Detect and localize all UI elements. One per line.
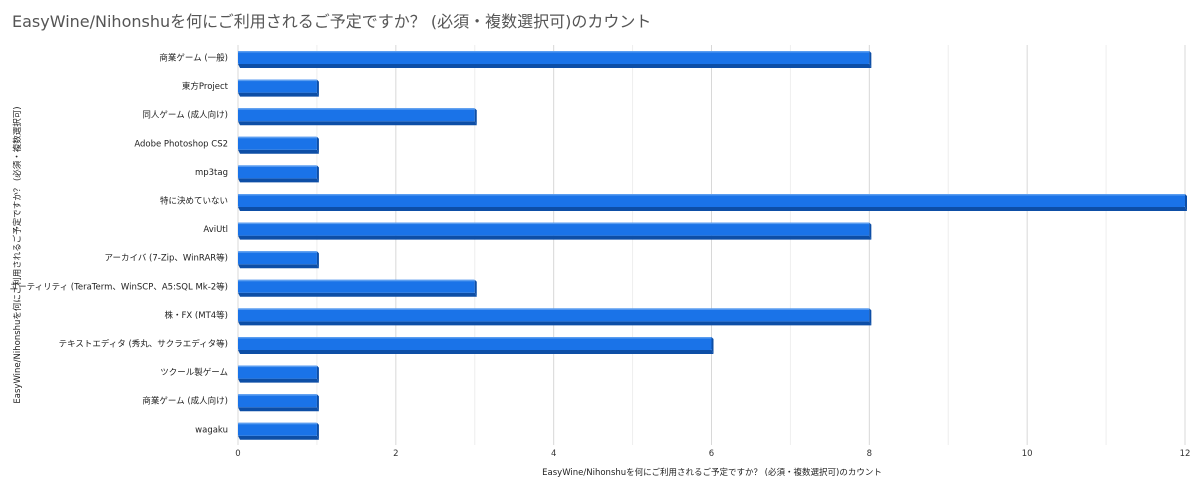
bar-front-face [238, 51, 870, 64]
bar-front-face [238, 79, 317, 93]
bar-end-face [474, 279, 477, 297]
bar-bottom-face [238, 64, 872, 68]
bar-end-face [316, 79, 319, 97]
bar-bottom-face [238, 121, 477, 126]
category-label-5: 特に決めていない [160, 196, 228, 207]
bar-end-face [869, 51, 872, 68]
bar-9 [238, 308, 872, 326]
category-label-7: アーカイバ (7-Zip、WinRAR等) [105, 253, 228, 264]
bar-bottom-face [238, 235, 872, 240]
bar-3 [238, 136, 319, 154]
bar-bottom-face [238, 207, 1187, 211]
bar-highlight [238, 194, 1185, 196]
bar-front-face [238, 365, 317, 379]
bar-highlight [238, 337, 712, 339]
bar-bottom-face [238, 292, 477, 297]
bar-7 [238, 251, 319, 269]
category-label-0: 商業ゲーム (一般) [159, 53, 228, 64]
bar-0 [238, 51, 872, 68]
bar-front-face [238, 337, 712, 350]
bar-2 [238, 108, 477, 126]
bar-highlight [238, 251, 317, 253]
bar-bottom-face [238, 149, 319, 154]
bar-bottom-face [238, 350, 714, 354]
bar-bottom-face [238, 178, 319, 183]
bar-bottom-face [238, 435, 319, 440]
bar-bottom-face [238, 378, 319, 383]
category-label-10: テキストエディタ (秀丸、サクラエディタ等) [59, 339, 228, 350]
bar-end-face [474, 108, 477, 126]
category-label-6: AviUtl [203, 225, 228, 235]
bar-end-face [316, 251, 319, 269]
bar-highlight [238, 365, 317, 368]
bar-highlight [238, 222, 870, 225]
bar-highlight [238, 136, 317, 139]
bar-end-face [316, 422, 319, 440]
gridlines [237, 45, 1186, 445]
bar-front-face [238, 394, 317, 408]
bar-front-face [238, 308, 870, 322]
bar-end-face [316, 365, 319, 383]
x-tick-label-4: 8 [867, 449, 872, 459]
bar-end-face [869, 308, 872, 326]
bar-front-face [238, 165, 317, 179]
bar-12 [238, 394, 319, 412]
category-labels: 商業ゲーム (一般) 東方Project 同人ゲーム (成人向け) Adobe Pho… [10, 53, 229, 436]
bar-highlight [238, 79, 317, 82]
bars [238, 51, 1187, 440]
bar-end-face [711, 337, 714, 354]
x-tick-label-6: 12 [1180, 449, 1191, 459]
bar-highlight [238, 308, 870, 310]
bar-end-face [869, 222, 872, 240]
bar-bottom-face [238, 92, 319, 97]
bar-front-face [238, 194, 1185, 207]
x-tick-label-0: 0 [235, 449, 240, 459]
bar-highlight [238, 51, 870, 53]
x-tick-label-5: 10 [1022, 449, 1033, 459]
bar-end-face [316, 136, 319, 154]
bar-10 [238, 337, 714, 354]
bar-highlight [238, 279, 475, 282]
category-label-1: 東方Project [182, 81, 229, 92]
bar-bottom-face [238, 321, 872, 326]
y-axis-title: EasyWine/Nihonshuを何にご利用されるご予定ですか？ (必須・複数… [12, 106, 23, 403]
bar-4 [238, 165, 319, 183]
x-tick-label-2: 4 [551, 449, 556, 459]
category-label-2: 同人ゲーム (成人向け) [142, 110, 228, 121]
category-label-4: mp3tag [195, 168, 228, 178]
bar-6 [238, 222, 872, 240]
x-tick-label-3: 6 [709, 449, 714, 459]
bar-front-face [238, 108, 475, 122]
bar-13 [238, 422, 319, 440]
category-label-11: ツクール製ゲーム [160, 367, 228, 378]
bar-1 [238, 79, 319, 97]
chart-title: EasyWine/Nihonshuを何にご利用されるご予定ですか？ (必須・複数… [12, 12, 652, 31]
bar-bottom-face [238, 264, 319, 269]
category-label-8: ユーティリティ (TeraTerm、WinSCP、A5:SQL Mk-2等) [10, 281, 228, 292]
bar-front-face [238, 222, 870, 236]
category-label-9: 株・FX (MT4等) [165, 310, 228, 321]
category-label-12: 商業ゲーム (成人向け) [142, 396, 228, 407]
category-label-3: Adobe Photoshop CS2 [134, 139, 228, 149]
bar-5 [238, 194, 1187, 211]
bar-front-face [238, 251, 317, 265]
x-axis-title: EasyWine/Nihonshuを何にご利用されるご予定ですか？ (必須・複数… [542, 467, 882, 478]
bar-end-face [316, 165, 319, 183]
bar-bottom-face [238, 407, 319, 412]
bar-8 [238, 279, 477, 297]
bar-end-face [1185, 194, 1187, 211]
bar-highlight [238, 108, 475, 110]
bar-front-face [238, 136, 317, 150]
bar-highlight [238, 394, 317, 396]
bar-end-face [316, 394, 319, 412]
bar-front-face [238, 422, 317, 436]
x-tick-label-1: 2 [393, 449, 398, 459]
bar-11 [238, 365, 319, 383]
bar-front-face [238, 279, 475, 293]
category-label-13: wagaku [195, 425, 228, 435]
bar-highlight [238, 422, 317, 425]
bar-highlight [238, 165, 317, 167]
x-tick-labels: 0 2 4 6 8 10 12 [235, 449, 1190, 459]
